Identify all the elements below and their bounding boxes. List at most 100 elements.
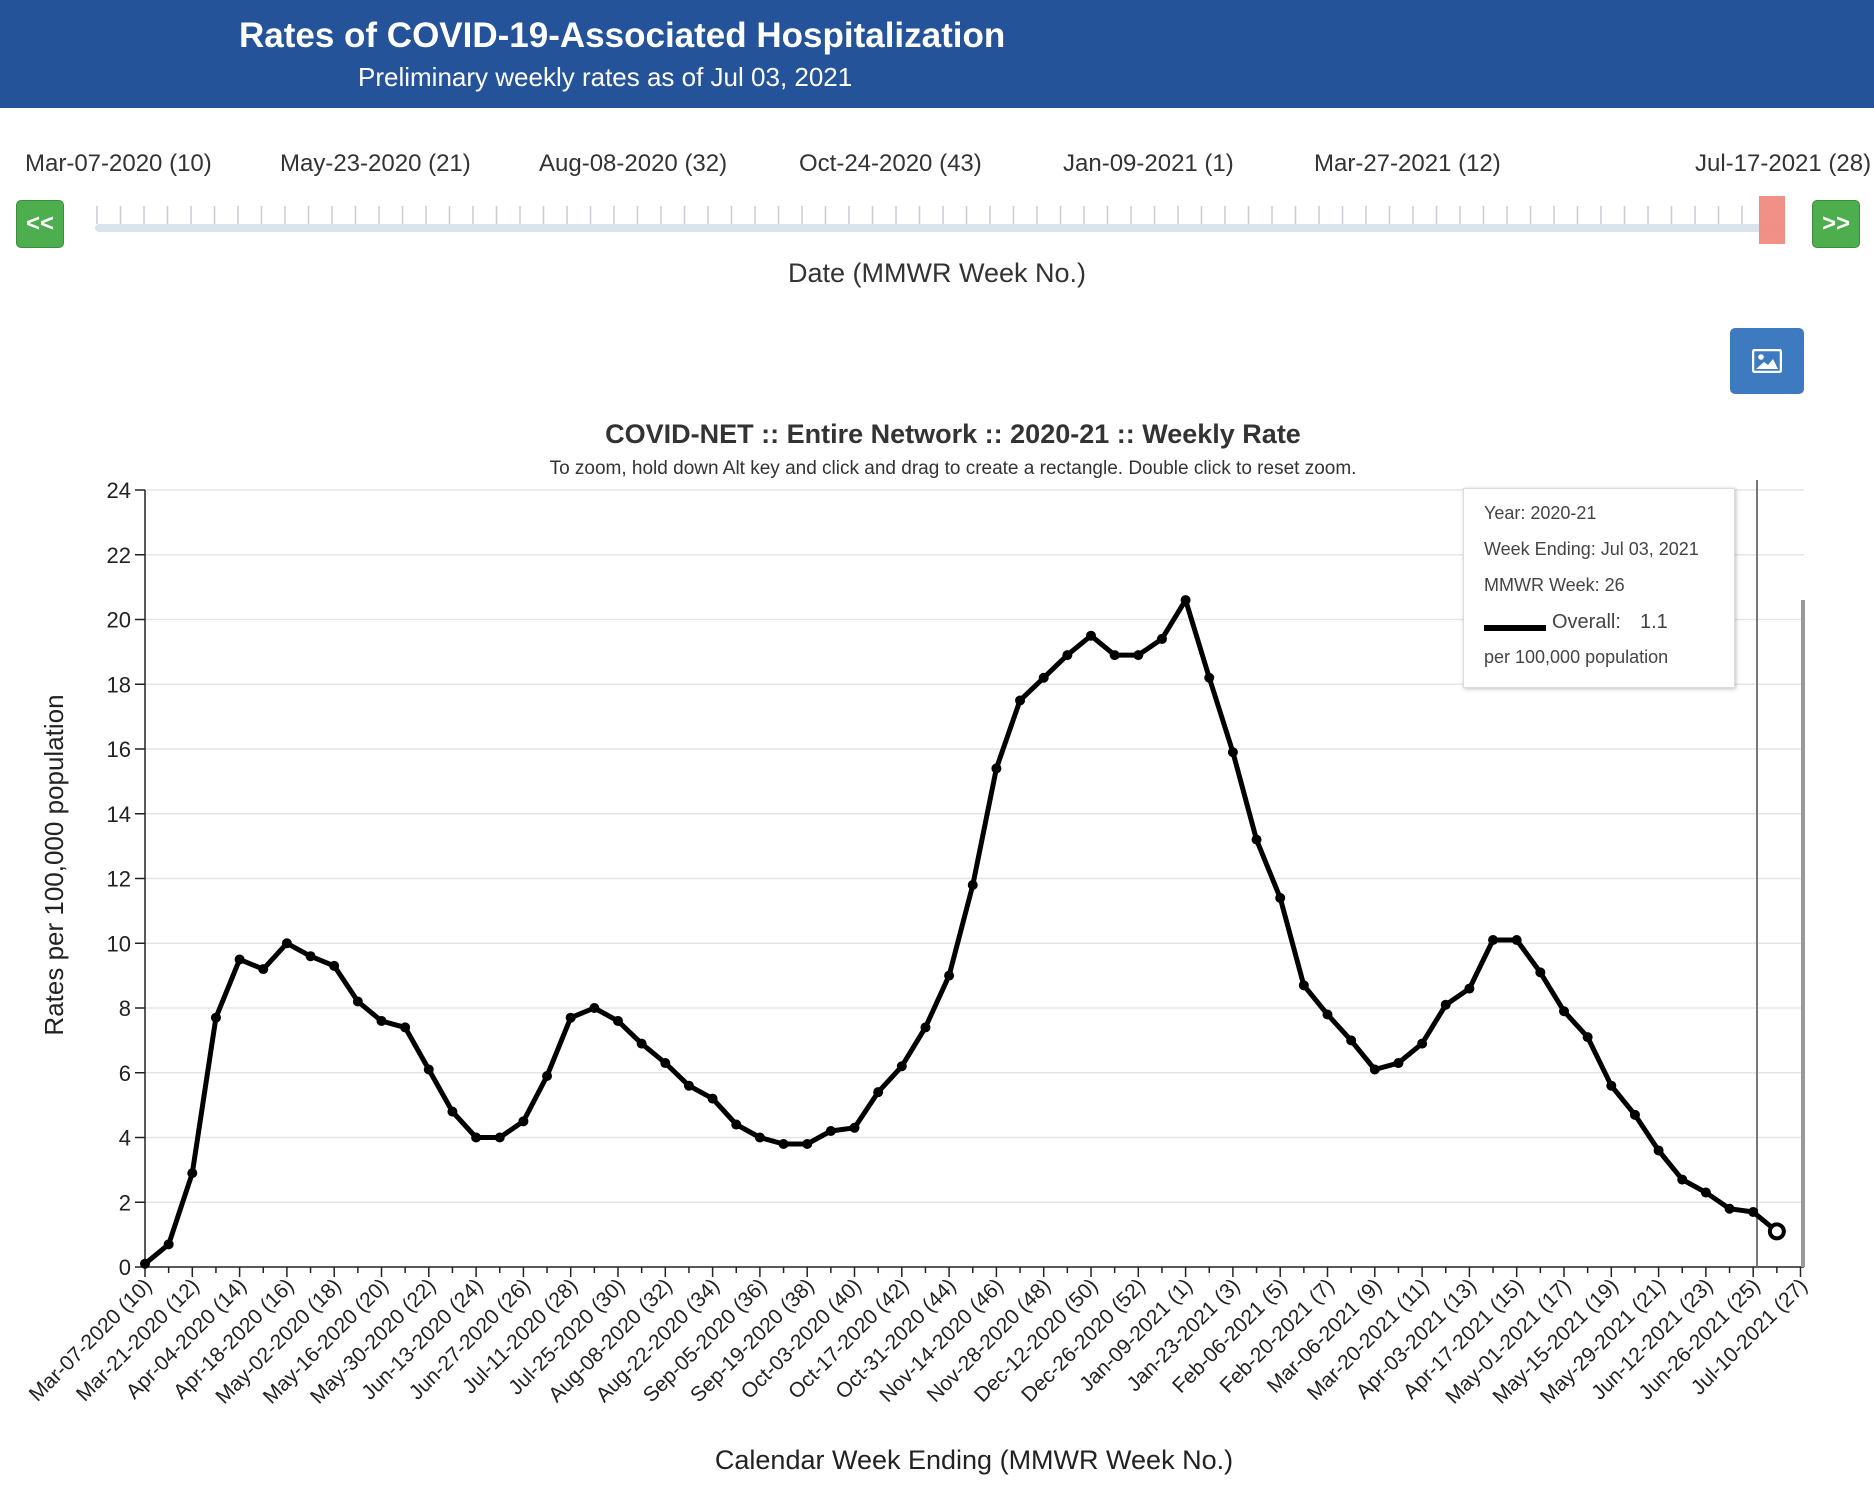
- data-point[interactable]: [1227, 747, 1238, 758]
- data-point[interactable]: [1109, 650, 1120, 661]
- date-slider-handle[interactable]: [1759, 196, 1785, 244]
- data-point[interactable]: [589, 1003, 600, 1013]
- data-point[interactable]: [920, 1022, 931, 1033]
- data-point[interactable]: [329, 960, 340, 971]
- data-point[interactable]: [352, 996, 363, 1007]
- data-point[interactable]: [494, 1132, 505, 1143]
- data-point[interactable]: [991, 763, 1002, 774]
- data-point[interactable]: [636, 1038, 647, 1049]
- data-point[interactable]: [1440, 999, 1451, 1010]
- data-point[interactable]: [400, 1022, 411, 1033]
- data-point[interactable]: [1511, 935, 1522, 946]
- slider-caption: Date (MMWR Week No.): [787, 258, 1087, 288]
- data-point[interactable]: [210, 1012, 221, 1023]
- data-point[interactable]: [849, 1122, 860, 1133]
- y-tick-label: 12: [107, 867, 131, 892]
- data-point[interactable]: [1653, 1145, 1664, 1156]
- data-point[interactable]: [1582, 1032, 1593, 1043]
- slider-ticks: [96, 206, 1767, 224]
- page-subtitle: Preliminary weekly rates as of Jul 03, 2…: [358, 62, 853, 92]
- data-point[interactable]: [825, 1126, 836, 1137]
- data-point[interactable]: [187, 1168, 198, 1179]
- data-point[interactable]: [1488, 935, 1499, 946]
- data-point[interactable]: [1606, 1080, 1617, 1091]
- data-point[interactable]: [967, 879, 978, 890]
- y-tick-label: 4: [119, 1126, 131, 1151]
- slider-label: Aug-08-2020 (32): [539, 150, 728, 177]
- data-point[interactable]: [305, 951, 316, 962]
- data-point[interactable]: [1748, 1206, 1759, 1217]
- export-image-button[interactable]: [1730, 328, 1804, 394]
- date-slider-track[interactable]: [95, 224, 1785, 232]
- data-point[interactable]: [518, 1116, 529, 1127]
- data-point[interactable]: [944, 970, 955, 981]
- data-point[interactable]: [896, 1061, 907, 1072]
- data-point[interactable]: [565, 1012, 576, 1023]
- highlighted-data-point[interactable]: [1767, 1222, 1786, 1241]
- tooltip-year: Year: 2020-21: [1484, 503, 1597, 523]
- slider-label: Jul-17-2021 (28): [1695, 150, 1872, 177]
- data-point[interactable]: [1133, 650, 1144, 661]
- data-point[interactable]: [1559, 1006, 1569, 1017]
- data-point[interactable]: [1038, 672, 1049, 683]
- y-tick-label: 0: [119, 1255, 131, 1280]
- data-point[interactable]: [1086, 630, 1096, 641]
- data-point[interactable]: [1677, 1174, 1688, 1185]
- data-point[interactable]: [471, 1132, 482, 1143]
- data-point[interactable]: [707, 1093, 718, 1104]
- tooltip-series-value: 1.1: [1640, 611, 1668, 633]
- next-week-button[interactable]: >>: [1812, 200, 1860, 248]
- data-point[interactable]: [1369, 1064, 1380, 1075]
- data-point[interactable]: [754, 1132, 765, 1143]
- data-point[interactable]: [802, 1138, 813, 1149]
- data-point[interactable]: [1204, 672, 1215, 683]
- data-point[interactable]: [1629, 1109, 1640, 1120]
- y-axis-title: Rates per 100,000 population: [39, 694, 69, 1035]
- data-point[interactable]: [376, 1015, 387, 1026]
- data-point[interactable]: [163, 1239, 174, 1250]
- data-point[interactable]: [660, 1058, 671, 1069]
- data-point[interactable]: [1015, 695, 1026, 706]
- data-point[interactable]: [542, 1070, 553, 1081]
- slider-label: May-23-2020 (21): [280, 150, 471, 177]
- data-point[interactable]: [1724, 1203, 1735, 1214]
- data-point[interactable]: [1062, 650, 1073, 661]
- data-point[interactable]: [423, 1064, 434, 1075]
- data-point[interactable]: [1251, 834, 1262, 845]
- data-point[interactable]: [1346, 1035, 1357, 1046]
- data-point[interactable]: [1275, 892, 1286, 903]
- data-point[interactable]: [1298, 980, 1309, 991]
- chart-title: COVID-NET :: Entire Network :: 2020-21 :…: [605, 419, 1301, 449]
- slider-label: Oct-24-2020 (43): [799, 150, 982, 177]
- y-tick-label: 8: [119, 996, 131, 1021]
- tooltip-mmwr-week: MMWR Week: 26: [1484, 575, 1625, 595]
- y-tick-label: 2: [119, 1190, 131, 1215]
- slider-label: Mar-27-2021 (12): [1314, 150, 1501, 177]
- previous-week-button[interactable]: <<: [16, 200, 64, 248]
- data-point[interactable]: [1180, 595, 1191, 606]
- data-point[interactable]: [731, 1119, 742, 1130]
- tooltip-series-label: Overall:: [1552, 611, 1621, 633]
- line-chart[interactable]: COVID-NET :: Entire Network :: 2020-21 :…: [0, 400, 1874, 1488]
- data-point[interactable]: [778, 1138, 789, 1149]
- data-point[interactable]: [683, 1080, 694, 1091]
- data-point[interactable]: [234, 954, 245, 965]
- data-point[interactable]: [873, 1087, 884, 1098]
- data-point[interactable]: [1464, 983, 1475, 994]
- data-point[interactable]: [258, 964, 269, 975]
- data-point[interactable]: [613, 1015, 623, 1026]
- data-point[interactable]: [140, 1258, 150, 1269]
- tooltip-unit: per 100,000 population: [1484, 647, 1669, 667]
- y-tick-label: 20: [107, 608, 131, 633]
- data-point[interactable]: [1700, 1187, 1711, 1198]
- chart-scrollbar[interactable]: [1801, 600, 1805, 1267]
- data-point[interactable]: [1322, 1009, 1333, 1020]
- slider-label: Mar-07-2020 (10): [25, 150, 212, 177]
- data-point[interactable]: [281, 938, 292, 949]
- data-point[interactable]: [1393, 1058, 1404, 1069]
- data-point[interactable]: [447, 1106, 458, 1117]
- data-point[interactable]: [1535, 967, 1546, 978]
- tooltip-series-swatch: [1484, 625, 1546, 631]
- data-point[interactable]: [1156, 633, 1167, 644]
- data-point[interactable]: [1417, 1038, 1428, 1049]
